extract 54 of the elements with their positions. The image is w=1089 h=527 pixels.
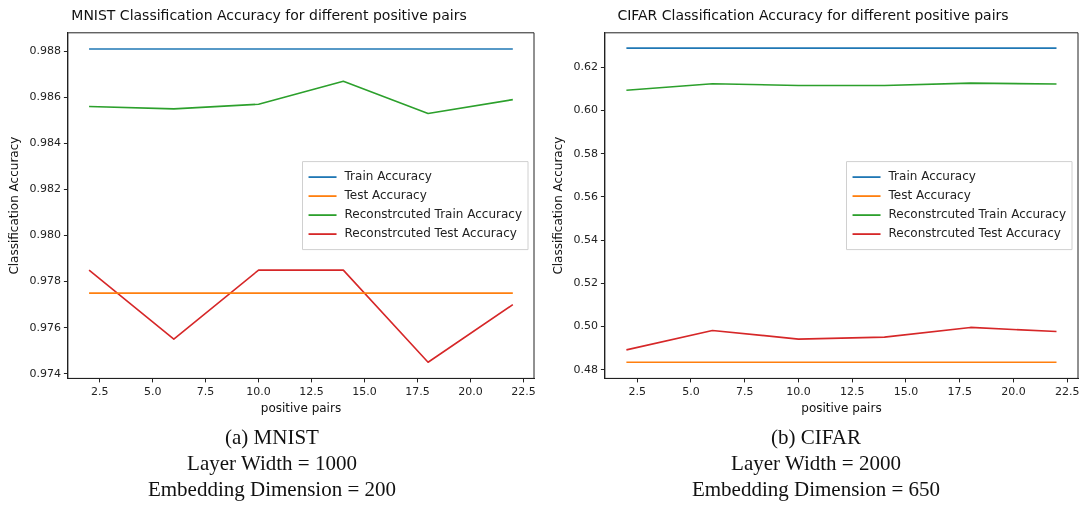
y-tick-label: 0.988: [29, 44, 61, 58]
text: (a) MNIST: [224, 424, 320, 450]
y-tick-label: 0.976: [29, 320, 61, 334]
text: Embedding Dimension = 200: [146, 476, 398, 502]
x-tick-label: 12.5: [839, 384, 865, 398]
x-tick-label: 17.5: [405, 384, 430, 398]
text: (b) CIFAR: [770, 424, 862, 450]
x-axis-title: positive pairs: [801, 400, 882, 415]
x-tick-label: 17.5: [947, 384, 972, 398]
x-tick-label: 7.5: [735, 384, 754, 398]
text: Layer Width = 1000: [186, 450, 358, 476]
y-axis-title: Classification Accuracy: [7, 136, 22, 275]
x-tick-label: 20.0: [1001, 384, 1026, 398]
legend-label: Train Accuracy: [887, 169, 976, 184]
y-tick-label: 0.974: [29, 366, 61, 380]
x-tick-label: 15.0: [893, 384, 919, 398]
y-tick-label: 0.56: [573, 189, 598, 203]
x-tick-label: 20.0: [458, 384, 483, 398]
y-tick-label: 0.54: [573, 233, 598, 247]
x-tick-label: 22.5: [511, 384, 536, 398]
chart-title: CIFAR Classification Accuracy for different positive pairs: [617, 7, 1009, 24]
x-tick-label: 22.5: [1055, 384, 1080, 398]
x-tick-label: 7.5: [196, 384, 215, 398]
y-tick-label: 0.60: [573, 103, 598, 117]
legend-label: Test Accuracy: [887, 188, 971, 203]
legend-label: Reconstrcuted Test Accuracy: [344, 226, 517, 241]
legend-label: Reconstrcuted Train Accuracy: [344, 207, 522, 222]
x-tick-label: 2.5: [628, 384, 646, 398]
y-tick-label: 0.50: [573, 319, 598, 333]
x-tick-label: 15.0: [352, 384, 377, 398]
legend-label: Test Accuracy: [343, 188, 427, 203]
y-axis-title: Classification Accuracy: [551, 136, 566, 275]
x-tick-label: 10.0: [786, 384, 811, 398]
y-tick-label: 0.980: [29, 228, 61, 242]
text: Embedding Dimension = 650: [690, 476, 942, 502]
x-tick-label: 10.0: [246, 384, 271, 398]
y-tick-label: 0.62: [573, 60, 598, 74]
legend-label: Train Accuracy: [343, 169, 432, 184]
x-tick-label: 12.5: [299, 384, 324, 398]
chart-title: MNIST Classification Accuracy for different positive pairs: [71, 7, 467, 24]
legend-label: Reconstrcuted Test Accuracy: [888, 226, 1061, 241]
y-tick-label: 0.52: [573, 276, 598, 290]
y-tick-label: 0.978: [29, 274, 61, 288]
x-tick-label: 5.0: [143, 384, 162, 398]
y-tick-label: 0.984: [29, 136, 61, 150]
x-axis-title: positive pairs: [260, 400, 342, 415]
x-tick-label: 5.0: [682, 384, 700, 398]
y-tick-label: 0.986: [29, 90, 61, 104]
y-tick-label: 0.48: [573, 362, 598, 376]
legend-label: Reconstrcuted Train Accuracy: [888, 207, 1066, 222]
y-tick-label: 0.982: [29, 182, 61, 196]
y-tick-label: 0.58: [573, 146, 598, 160]
x-tick-label: 2.5: [90, 384, 109, 398]
text: Layer Width = 2000: [730, 450, 902, 476]
